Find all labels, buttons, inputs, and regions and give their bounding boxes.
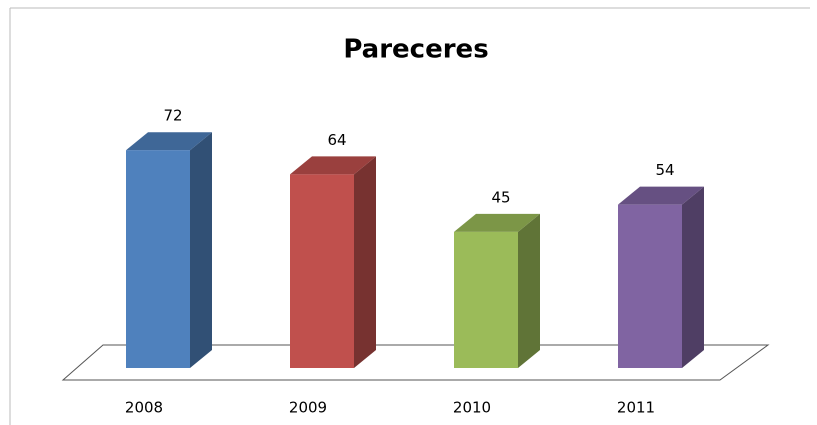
bar-side bbox=[354, 156, 376, 368]
chart-title: Pareceres bbox=[343, 35, 488, 65]
bar-side bbox=[518, 213, 540, 368]
bar bbox=[126, 150, 190, 368]
x-tick-label: 2011 bbox=[617, 399, 655, 417]
bar-side bbox=[682, 186, 704, 368]
x-tick-label: 2010 bbox=[453, 399, 491, 417]
x-tick-label: 2008 bbox=[125, 399, 163, 417]
bar bbox=[290, 174, 354, 368]
value-label: 45 bbox=[491, 188, 510, 206]
bar bbox=[618, 204, 682, 368]
value-label: 64 bbox=[327, 131, 346, 149]
floor bbox=[61, 344, 770, 381]
bar-top bbox=[126, 132, 212, 151]
value-label: 72 bbox=[163, 107, 182, 125]
bar bbox=[454, 231, 518, 368]
bar-top bbox=[454, 213, 540, 232]
value-label: 54 bbox=[655, 161, 674, 179]
bar-side bbox=[190, 132, 212, 368]
x-tick-label: 2009 bbox=[289, 399, 327, 417]
bar-top bbox=[618, 186, 704, 205]
bar-top bbox=[290, 156, 376, 175]
